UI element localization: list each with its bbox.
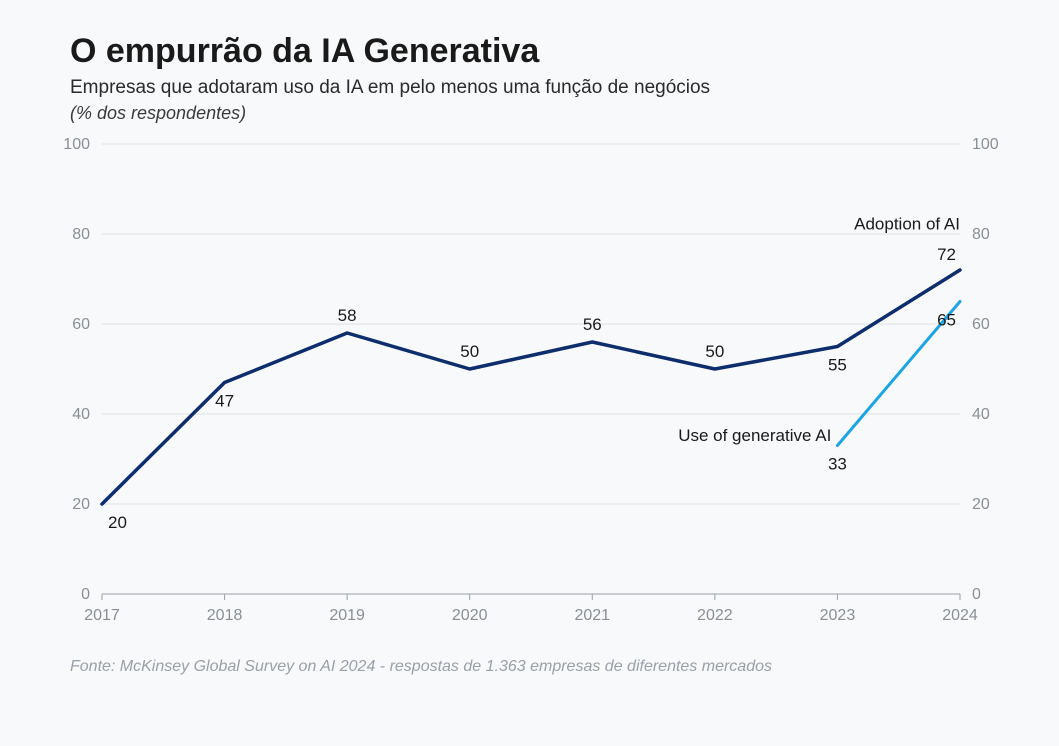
chart-title: O empurrão da IA Generativa <box>70 32 1019 71</box>
y-tick-label-left: 80 <box>72 226 90 243</box>
chart-source: Fonte: McKinsey Global Survey on AI 2024… <box>70 658 1019 676</box>
chart-container: O empurrão da IA Generativa Empresas que… <box>0 0 1059 746</box>
x-tick-label: 2023 <box>820 607 856 624</box>
y-tick-label-left: 60 <box>72 316 90 333</box>
x-tick-label: 2020 <box>452 607 488 624</box>
x-tick-label: 2024 <box>942 607 978 624</box>
series-label: Adoption of AI <box>854 215 960 234</box>
data-label: 47 <box>215 392 234 411</box>
data-label: 50 <box>460 342 479 361</box>
y-tick-label-right: 100 <box>972 136 999 153</box>
y-tick-label-right: 20 <box>972 496 990 513</box>
data-label: 50 <box>705 342 724 361</box>
series-label: Use of generative AI <box>678 426 831 445</box>
chart-subtitle: Empresas que adotaram uso da IA em pelo … <box>70 77 1019 99</box>
y-tick-label-left: 20 <box>72 496 90 513</box>
y-tick-label-left: 40 <box>72 406 90 423</box>
data-label: 65 <box>937 311 956 330</box>
data-label: 56 <box>583 315 602 334</box>
y-tick-label-right: 40 <box>972 406 990 423</box>
x-tick-label: 2019 <box>329 607 365 624</box>
data-label: 72 <box>937 245 956 264</box>
data-label: 33 <box>828 455 847 474</box>
line-chart: 0020204040606080801001002017201820192020… <box>40 124 1019 644</box>
x-tick-label: 2021 <box>574 607 610 624</box>
chart-unit: (% dos respondentes) <box>70 103 1019 124</box>
x-tick-label: 2022 <box>697 607 733 624</box>
x-tick-label: 2018 <box>207 607 243 624</box>
data-label: 55 <box>828 356 847 375</box>
y-tick-label-left: 0 <box>81 586 90 603</box>
y-tick-label-right: 60 <box>972 316 990 333</box>
y-tick-label-right: 0 <box>972 586 981 603</box>
data-label: 58 <box>338 306 357 325</box>
data-label: 20 <box>108 513 127 532</box>
y-tick-label-left: 100 <box>63 136 90 153</box>
x-tick-label: 2017 <box>84 607 120 624</box>
y-tick-label-right: 80 <box>972 226 990 243</box>
